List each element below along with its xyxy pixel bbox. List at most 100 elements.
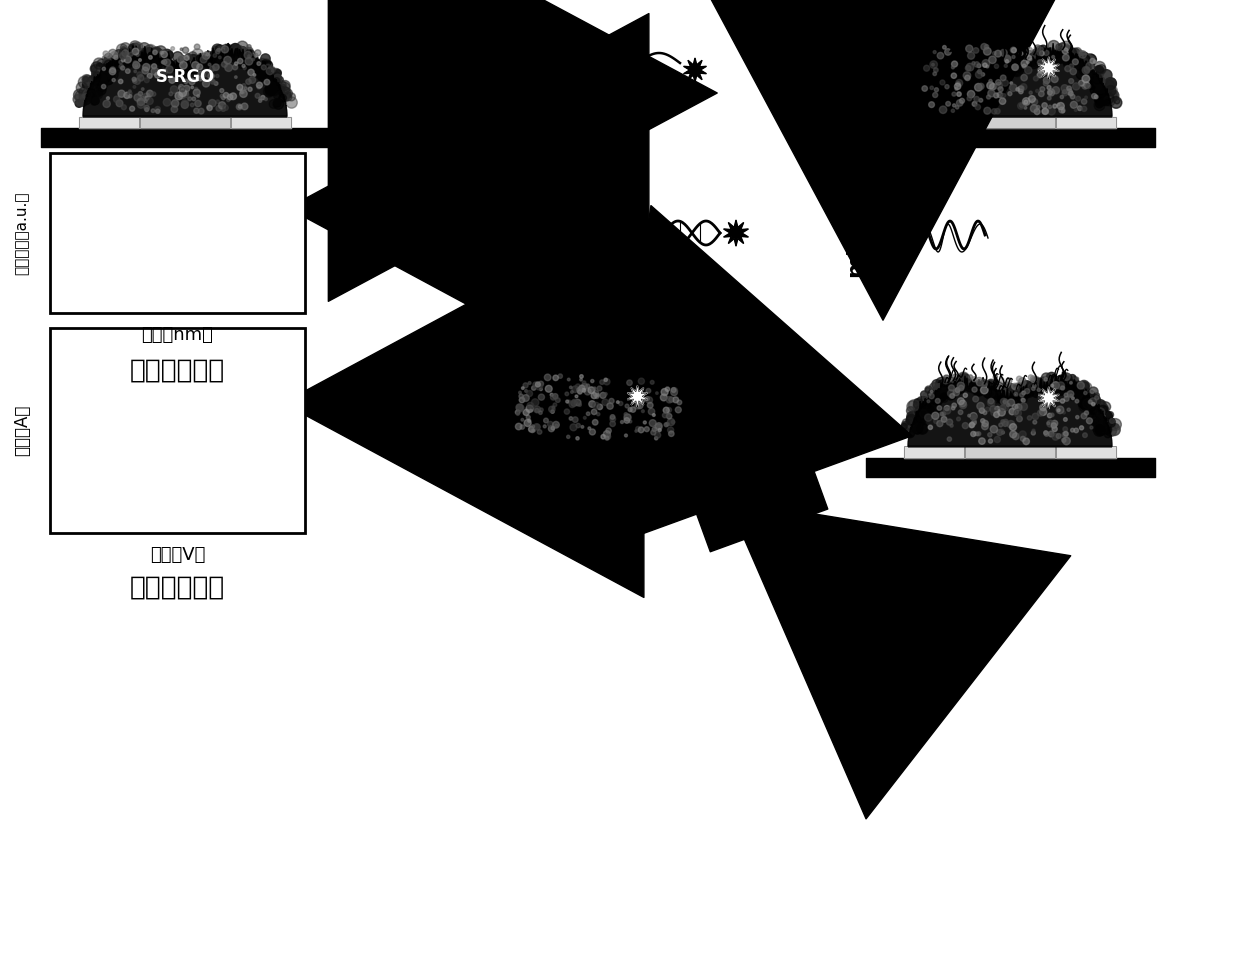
Circle shape: [243, 59, 248, 63]
Circle shape: [1091, 403, 1095, 405]
Circle shape: [946, 382, 954, 390]
Circle shape: [237, 41, 248, 52]
Circle shape: [903, 96, 908, 101]
Circle shape: [1061, 376, 1074, 387]
Circle shape: [565, 384, 572, 392]
Circle shape: [1073, 83, 1080, 90]
Circle shape: [925, 403, 931, 409]
Circle shape: [1019, 90, 1023, 93]
Circle shape: [1081, 388, 1087, 394]
Circle shape: [1095, 396, 1099, 400]
Circle shape: [234, 76, 237, 78]
Circle shape: [975, 62, 980, 67]
Circle shape: [241, 47, 247, 54]
Circle shape: [277, 86, 285, 94]
Circle shape: [1078, 388, 1087, 398]
Circle shape: [93, 72, 99, 78]
Circle shape: [202, 54, 207, 60]
Circle shape: [939, 52, 947, 61]
Circle shape: [221, 54, 229, 63]
Circle shape: [1018, 87, 1023, 91]
Circle shape: [536, 375, 543, 382]
Circle shape: [960, 98, 965, 103]
Circle shape: [133, 51, 143, 61]
Circle shape: [1024, 383, 1034, 393]
Circle shape: [1002, 431, 1004, 434]
Circle shape: [526, 391, 532, 398]
Text: 波长（nm）: 波长（nm）: [141, 326, 213, 344]
Circle shape: [914, 399, 924, 409]
Circle shape: [591, 390, 596, 395]
Circle shape: [951, 73, 956, 78]
Circle shape: [582, 388, 587, 395]
Circle shape: [616, 386, 621, 391]
Circle shape: [1078, 52, 1089, 64]
Circle shape: [269, 85, 279, 95]
Circle shape: [994, 390, 1006, 402]
Circle shape: [951, 385, 962, 396]
Circle shape: [949, 377, 952, 381]
Circle shape: [1006, 69, 1011, 75]
Circle shape: [987, 56, 998, 67]
Circle shape: [1019, 377, 1025, 385]
Circle shape: [987, 399, 994, 406]
Circle shape: [1074, 47, 1081, 55]
Circle shape: [1024, 388, 1029, 394]
Circle shape: [932, 387, 941, 396]
Circle shape: [184, 66, 192, 74]
Circle shape: [135, 65, 138, 67]
Circle shape: [1027, 47, 1033, 53]
Circle shape: [129, 44, 136, 52]
Circle shape: [937, 65, 945, 72]
Circle shape: [269, 99, 278, 109]
Circle shape: [952, 48, 962, 58]
Circle shape: [110, 61, 119, 69]
Circle shape: [950, 394, 955, 399]
Circle shape: [520, 403, 527, 410]
Circle shape: [1052, 423, 1056, 429]
Circle shape: [108, 72, 115, 79]
Circle shape: [528, 419, 531, 422]
Circle shape: [1060, 41, 1073, 53]
Circle shape: [143, 64, 150, 70]
Circle shape: [676, 387, 687, 399]
Circle shape: [603, 395, 611, 403]
Circle shape: [1068, 390, 1079, 401]
Circle shape: [501, 426, 507, 432]
Circle shape: [650, 380, 653, 384]
Circle shape: [646, 397, 650, 401]
Circle shape: [991, 389, 999, 399]
Circle shape: [95, 80, 104, 89]
Circle shape: [79, 87, 89, 97]
Circle shape: [596, 386, 601, 391]
Circle shape: [1089, 80, 1095, 87]
Circle shape: [77, 82, 87, 93]
Circle shape: [533, 406, 541, 413]
Circle shape: [129, 90, 131, 92]
Circle shape: [138, 75, 144, 81]
Circle shape: [146, 47, 151, 52]
Circle shape: [129, 52, 133, 56]
Circle shape: [929, 397, 940, 407]
Circle shape: [516, 410, 520, 414]
Circle shape: [606, 403, 614, 409]
Circle shape: [1042, 109, 1048, 115]
Circle shape: [219, 52, 229, 62]
Circle shape: [246, 47, 253, 55]
Circle shape: [180, 65, 190, 75]
Circle shape: [258, 71, 268, 81]
Circle shape: [998, 408, 1006, 416]
Circle shape: [639, 427, 644, 432]
Circle shape: [1109, 91, 1117, 100]
Circle shape: [539, 382, 548, 391]
Circle shape: [198, 108, 205, 114]
Circle shape: [591, 409, 596, 415]
Bar: [498, 443, 556, 455]
Circle shape: [985, 57, 992, 65]
Circle shape: [250, 63, 258, 71]
Circle shape: [1049, 377, 1059, 386]
Circle shape: [677, 400, 682, 404]
Circle shape: [205, 71, 211, 77]
Circle shape: [221, 49, 228, 57]
Circle shape: [145, 48, 155, 59]
